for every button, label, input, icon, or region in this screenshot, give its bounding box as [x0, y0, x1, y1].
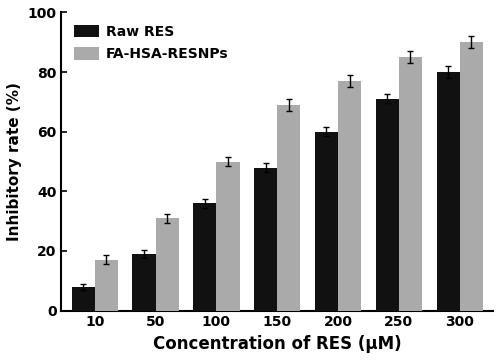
Bar [460, 42, 482, 311]
Bar [72, 287, 95, 311]
Bar [436, 72, 460, 311]
Bar [376, 99, 399, 311]
Bar [254, 167, 277, 311]
X-axis label: Concentration of RES (μM): Concentration of RES (μM) [153, 335, 402, 353]
Bar [277, 105, 300, 311]
Y-axis label: Inhibitory rate (%): Inhibitory rate (%) [7, 82, 22, 241]
Bar [156, 218, 178, 311]
Bar [399, 57, 422, 311]
Bar [315, 132, 338, 311]
Bar [132, 254, 156, 311]
Bar [216, 162, 240, 311]
Bar [95, 260, 118, 311]
Bar [194, 203, 216, 311]
Bar [338, 81, 361, 311]
Legend: Raw RES, FA-HSA-RESNPs: Raw RES, FA-HSA-RESNPs [68, 19, 234, 67]
